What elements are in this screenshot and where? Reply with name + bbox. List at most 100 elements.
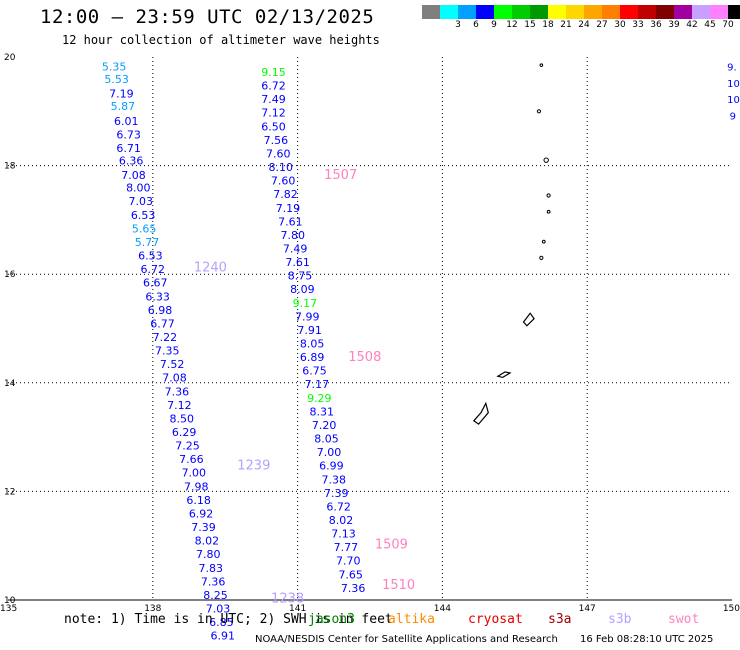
colorbar-label: 45 (704, 20, 716, 30)
wave-height-value: 8.31 (309, 405, 334, 418)
wave-height-value: 7.36 (201, 575, 226, 588)
mission-legend-item: swot (668, 612, 700, 627)
wave-height-value: 7.91 (297, 324, 322, 337)
wave-height-value: 6.53 (131, 209, 156, 222)
colorbar-label: 36 (650, 20, 662, 30)
mission-legend-item: s3b (608, 612, 632, 627)
wave-height-value: 7.08 (162, 372, 187, 385)
wave-height-value: 7.39 (191, 521, 216, 534)
island-outline (546, 193, 551, 198)
colorbar-swatch (422, 5, 440, 19)
wave-height-value: 6.89 (300, 351, 325, 364)
colorbar-label: 9 (491, 20, 497, 30)
wave-height-value: 7.70 (336, 555, 361, 568)
wave-height-value: 7.17 (305, 378, 330, 391)
wave-height-value: 6.36 (119, 155, 144, 168)
wave-height-value: 7.03 (206, 602, 231, 615)
wave-height-value: 6.75 (302, 365, 327, 378)
wave-height-value: 7.61 (285, 256, 310, 269)
island-outline (536, 109, 542, 114)
map-subtitle: 12 hour collection of altimeter wave hei… (62, 33, 380, 47)
island-outline (543, 157, 549, 163)
colorbar-label: 18 (542, 20, 554, 30)
wave-height-value: 7.36 (341, 582, 366, 595)
wave-height-value: 7.08 (121, 169, 146, 182)
wave-height-value: 6.98 (148, 304, 173, 317)
wave-height-value: 7.49 (261, 93, 286, 106)
wave-height-value: 8.50 (170, 412, 195, 425)
wave-height-value: 7.66 (179, 453, 204, 466)
lat-tick-label: 14 (4, 379, 16, 389)
island-outline (541, 239, 546, 244)
lon-tick-label: 150 (723, 604, 740, 614)
wave-height-value: 6.67 (143, 277, 168, 290)
lat-tick-label: 18 (4, 162, 16, 172)
mission-legend-item: s3a (548, 612, 572, 627)
mission-legend-item: jason3 (308, 612, 355, 627)
wave-height-value: 7.98 (184, 480, 209, 493)
edge-wave-value: 10 (727, 79, 740, 90)
wave-height-value: 8.05 (300, 338, 325, 351)
wave-height-value: 8.00 (126, 182, 151, 195)
colorbar-label: 39 (668, 20, 680, 30)
lon-tick-label: 135 (0, 604, 17, 614)
colorbar-label: 27 (596, 20, 608, 30)
wave-height-value: 7.99 (295, 310, 320, 323)
lat-tick-label: 10 (4, 596, 16, 606)
wave-height-value: 7.35 (155, 345, 180, 358)
pass-number-label: 1510 (382, 578, 415, 593)
wave-height-value: 7.25 (175, 440, 200, 453)
wave-height-value: 5.87 (111, 100, 136, 113)
edge-wave-value: 10 (727, 95, 740, 106)
wave-height-value: 8.75 (288, 270, 313, 283)
mission-legend-item: altika (388, 612, 435, 627)
colorbar-swatch (584, 5, 602, 19)
colorbar-swatch (476, 5, 494, 19)
colorbar-swatch (656, 5, 674, 19)
colorbar-swatch (440, 5, 458, 19)
pass-number-label: 1508 (348, 350, 381, 365)
wave-height-value: 5.65 (132, 222, 157, 235)
wave-height-value: 6.91 (211, 630, 236, 643)
lon-tick-label: 144 (434, 604, 451, 614)
wave-height-value: 6.18 (186, 494, 211, 507)
wave-height-value: 9.15 (261, 66, 286, 79)
wave-height-value: 6.72 (141, 263, 166, 276)
wave-height-value: 6.50 (261, 120, 286, 133)
wave-height-value: 7.49 (283, 242, 308, 255)
colorbar-label: 33 (632, 20, 644, 30)
wave-height-value: 6.53 (138, 250, 163, 263)
wave-height-value: 7.19 (276, 202, 301, 215)
colorbar-swatch (638, 5, 656, 19)
island-outline (496, 371, 512, 379)
wave-height-value: 5.53 (104, 73, 129, 86)
wave-height-value: 6.29 (172, 426, 197, 439)
footer-credit: NOAA/NESDIS Center for Satellite Applica… (255, 634, 558, 645)
wave-height-value: 6.73 (116, 128, 141, 141)
edge-wave-value: 9. (727, 63, 737, 74)
footer-timestamp: 16 Feb 08:28:10 UTC 2025 (580, 634, 714, 645)
colorbar-label: 24 (578, 20, 590, 30)
wave-height-value: 8.09 (290, 283, 315, 296)
lat-tick-label: 12 (4, 487, 15, 497)
wave-height-value: 6.92 (189, 507, 214, 520)
mission-legend-item: cryosat (468, 612, 523, 627)
wave-height-value: 6.72 (326, 500, 351, 513)
wave-height-value: 7.12 (167, 399, 192, 412)
wave-height-value: 7.22 (153, 331, 178, 344)
pass-number-label: 1507 (324, 168, 357, 183)
wave-height-value: 7.83 (198, 562, 223, 575)
island-outline (546, 209, 551, 214)
colorbar-swatch (548, 5, 566, 19)
wave-height-value: 7.52 (160, 358, 185, 371)
wave-height-value: 6.71 (116, 142, 141, 155)
wave-height-value: 5.77 (135, 236, 160, 249)
pass-number-label: 1509 (375, 537, 408, 552)
footer-note: note: 1) Time is in UTC; 2) SWH is in fe… (64, 612, 393, 627)
island-outline (539, 255, 544, 261)
colorbar-swatch (566, 5, 584, 19)
lon-tick-label: 141 (289, 604, 306, 614)
wave-height-value: 7.80 (281, 229, 306, 242)
colorbar-swatch (692, 5, 710, 19)
